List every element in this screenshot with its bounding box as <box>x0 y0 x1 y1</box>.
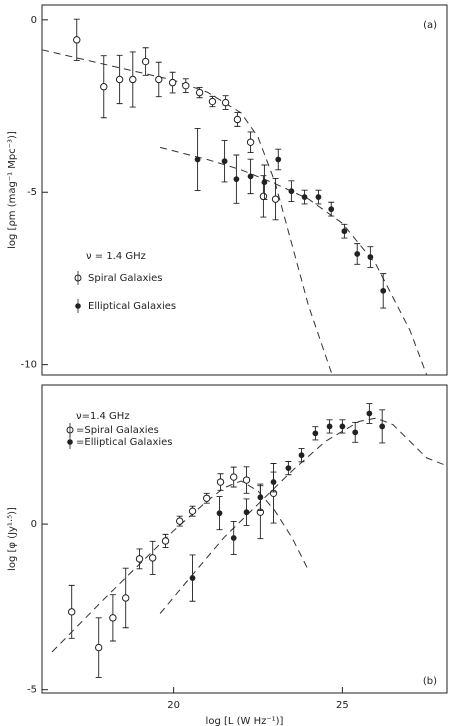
model-curve <box>41 49 333 376</box>
data-point <box>233 176 240 183</box>
data-point <box>247 173 254 180</box>
data-point <box>259 192 268 201</box>
data-point <box>366 410 373 417</box>
model-curve <box>159 417 444 614</box>
data-point <box>109 614 117 622</box>
data-point <box>352 429 359 436</box>
data-point <box>68 608 76 616</box>
data-point <box>285 465 292 472</box>
data-point <box>141 57 150 66</box>
data-point <box>230 473 238 481</box>
x-tick-label: 20 <box>167 700 180 711</box>
data-point <box>95 643 103 652</box>
data-point <box>246 138 255 146</box>
panel-label: (b) <box>423 676 437 687</box>
data-point <box>195 88 204 97</box>
data-point <box>339 423 346 430</box>
y-tick-label: -5 <box>27 685 37 696</box>
data-point <box>129 75 137 84</box>
x-axis-label: log [L (W Hz⁻¹)] <box>206 716 284 726</box>
data-point <box>73 36 81 44</box>
annotation: ν=1.4 GHz <box>76 411 130 422</box>
model-curve <box>159 146 428 376</box>
x-tick-label: 25 <box>336 700 349 711</box>
data-point <box>100 83 108 91</box>
y-tick-label: 0 <box>31 15 37 26</box>
data-point <box>328 206 335 213</box>
data-point <box>149 554 157 562</box>
y-tick-label: 0 <box>31 519 37 530</box>
data-point <box>288 188 295 195</box>
data-point <box>216 478 225 486</box>
data-point <box>354 251 361 257</box>
plot-frame <box>41 4 448 376</box>
data-point <box>326 423 333 430</box>
data-point <box>208 97 217 106</box>
legend-label: =Spiral Galaxies <box>76 425 159 436</box>
data-point <box>189 575 196 581</box>
data-point <box>257 494 264 501</box>
data-point <box>194 156 201 163</box>
y-tick-label: -10 <box>21 360 37 371</box>
data-point <box>176 517 184 525</box>
data-point <box>379 423 386 430</box>
data-point <box>221 158 228 165</box>
data-point <box>380 287 387 294</box>
data-point <box>341 228 348 235</box>
y-axis-label: log [ρm (mag⁻¹ Mpc⁻³)] <box>7 131 18 249</box>
data-point <box>367 254 374 260</box>
annotation: ν = 1.4 GHz <box>86 251 146 262</box>
legend-label: Elliptical Galaxies <box>88 301 176 312</box>
data-point <box>312 430 319 437</box>
data-point <box>261 179 268 186</box>
data-point <box>122 594 130 602</box>
data-point <box>315 194 322 200</box>
data-point <box>182 81 190 90</box>
data-point <box>243 509 250 516</box>
legend-label: Spiral Galaxies <box>88 273 163 284</box>
data-point <box>221 98 230 107</box>
data-point <box>301 194 308 200</box>
data-point <box>230 535 237 541</box>
data-point <box>203 494 211 502</box>
data-point <box>271 195 280 203</box>
data-point <box>115 75 124 84</box>
data-point <box>168 78 177 87</box>
data-point <box>188 507 197 515</box>
data-point <box>298 452 305 459</box>
y-axis-label: log [φ (Jy¹·⁵)] <box>7 507 18 571</box>
data-point <box>216 510 223 517</box>
data-point <box>155 75 163 84</box>
data-point <box>270 479 277 485</box>
data-point <box>161 537 170 545</box>
model-curve <box>51 480 310 653</box>
plot-frame <box>41 384 448 694</box>
legend-label: =Elliptical Galaxies <box>76 437 173 448</box>
data-point <box>275 156 282 163</box>
data-point <box>135 555 144 563</box>
data-point <box>242 476 251 484</box>
panel-label: (a) <box>423 20 437 31</box>
data-point <box>233 115 242 124</box>
y-tick-label: -5 <box>27 187 37 198</box>
